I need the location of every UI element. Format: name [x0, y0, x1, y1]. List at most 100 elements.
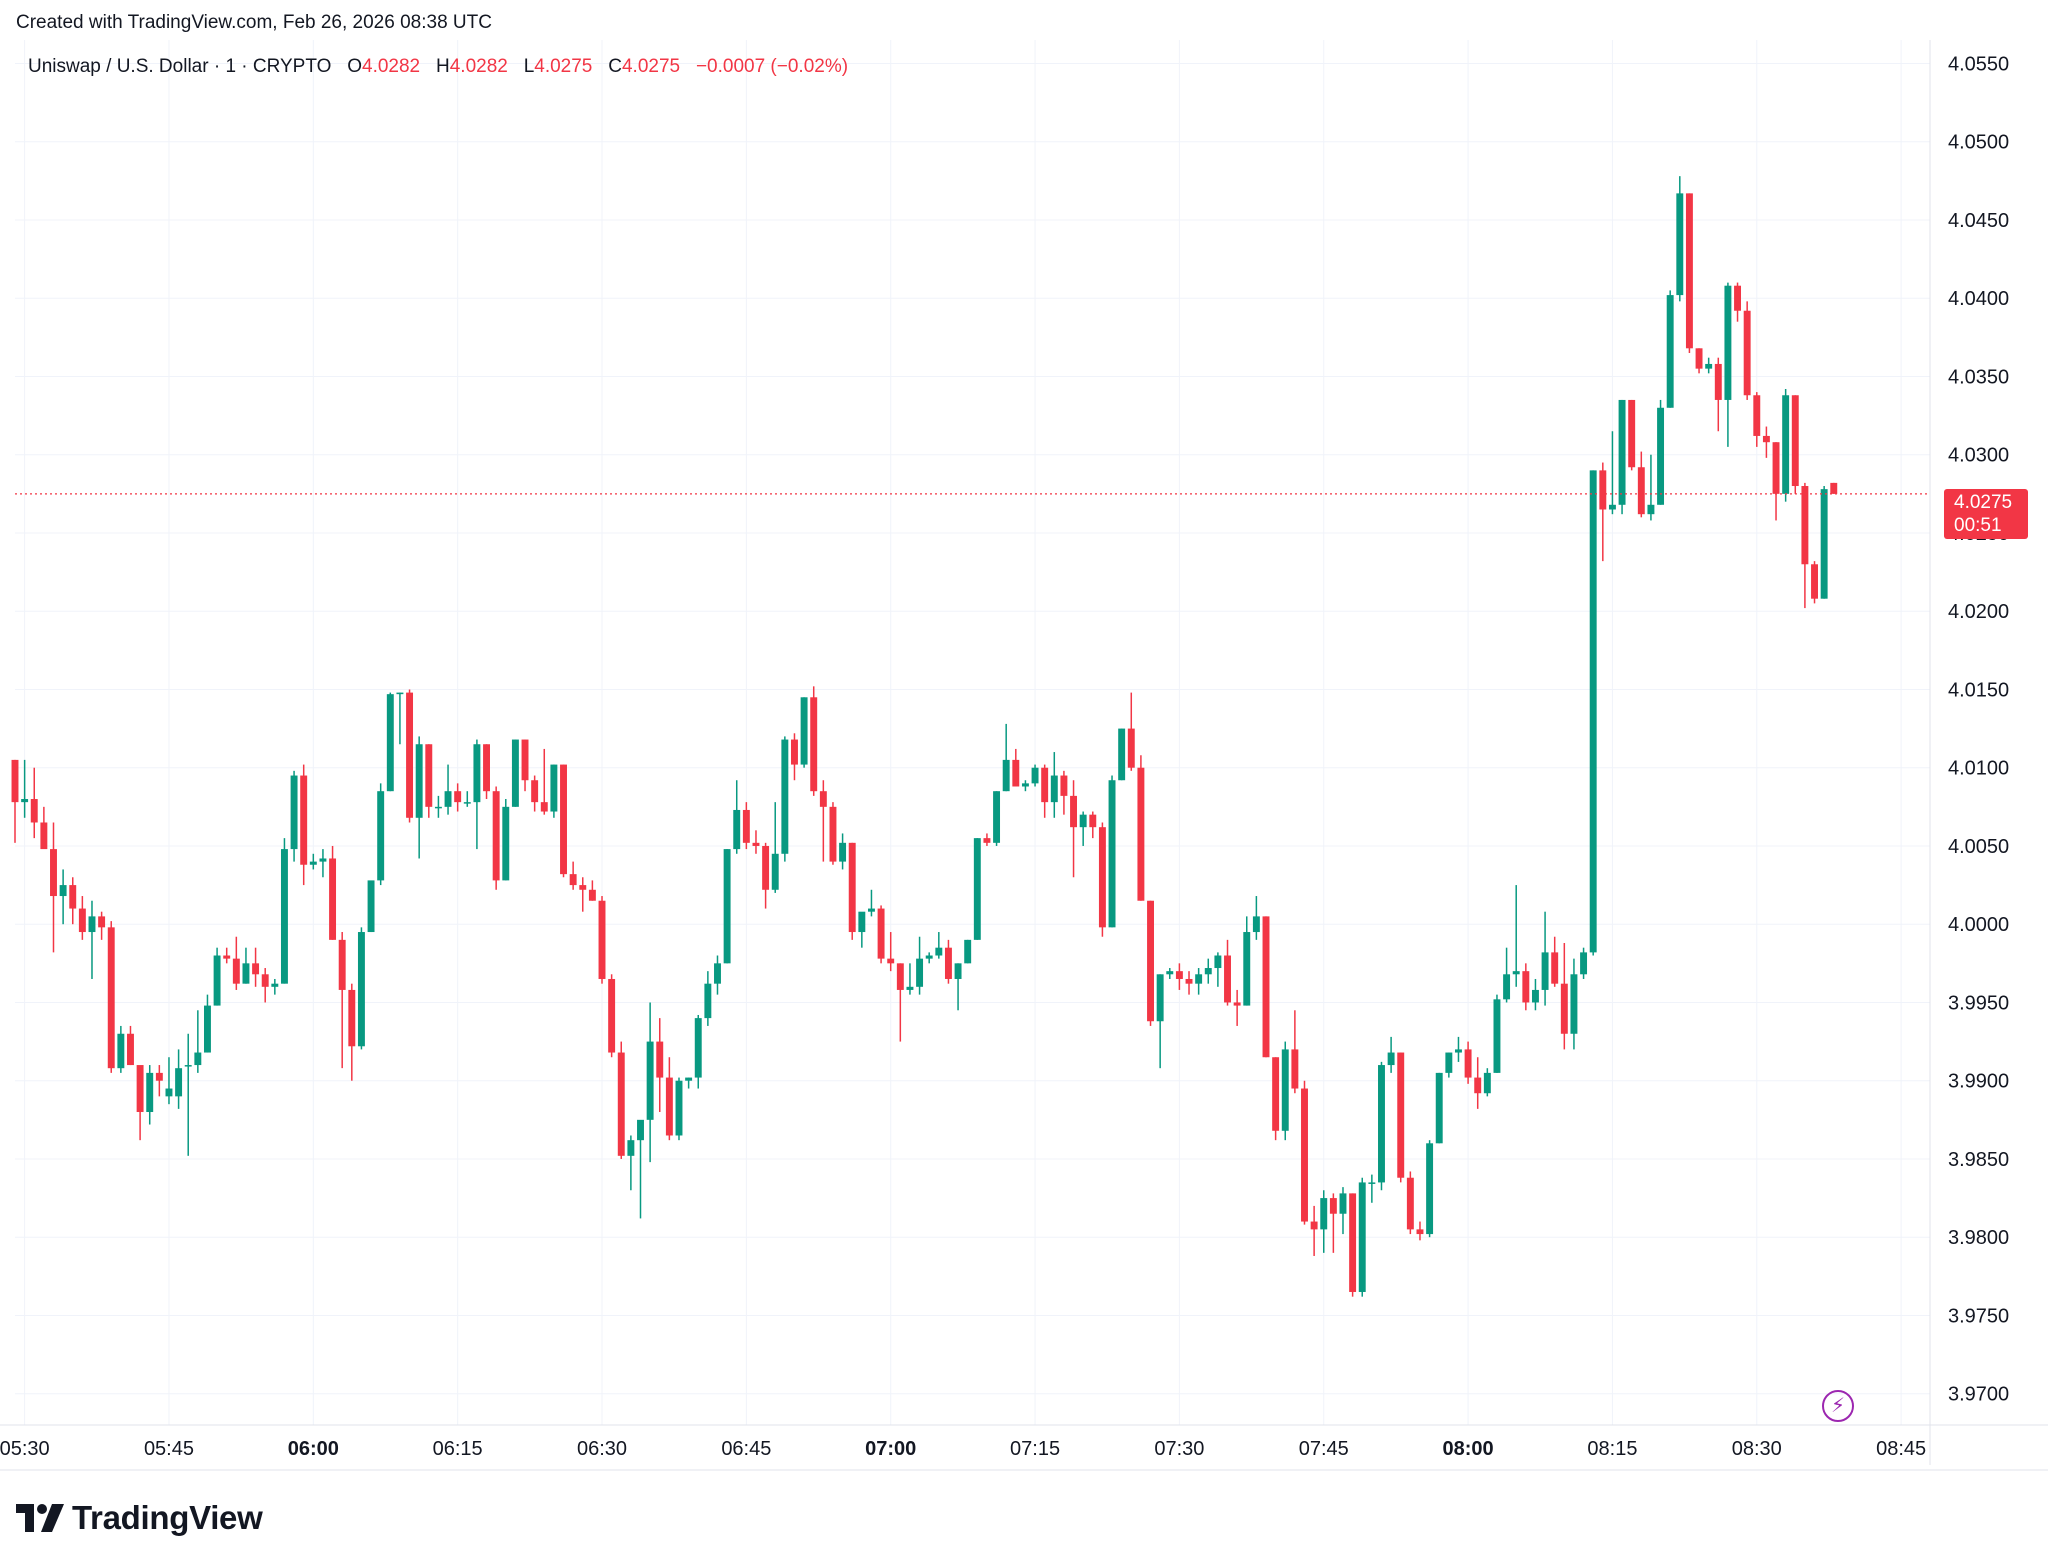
candle[interactable]	[579, 877, 587, 912]
candle[interactable]	[59, 869, 67, 925]
candle[interactable]	[1782, 388, 1790, 502]
candle[interactable]	[1175, 963, 1183, 990]
candle[interactable]	[781, 736, 789, 862]
candle[interactable]	[203, 994, 211, 1053]
candle[interactable]	[98, 911, 106, 940]
candle[interactable]	[694, 1014, 702, 1089]
candle[interactable]	[550, 764, 558, 818]
candle[interactable]	[1483, 1068, 1491, 1097]
tradingview-logo[interactable]: TradingView	[16, 1499, 263, 1536]
candle[interactable]	[492, 786, 500, 890]
candle[interactable]	[117, 1025, 125, 1073]
candle[interactable]	[1435, 1072, 1443, 1144]
candle[interactable]	[194, 1010, 202, 1073]
candle[interactable]	[531, 775, 539, 812]
candle[interactable]	[280, 838, 288, 984]
candle[interactable]	[1031, 764, 1039, 787]
candle[interactable]	[1079, 811, 1087, 846]
candle[interactable]	[165, 1057, 173, 1105]
candle[interactable]	[733, 780, 741, 854]
candle[interactable]	[1195, 968, 1203, 995]
candle[interactable]	[69, 877, 77, 925]
candle[interactable]	[1743, 301, 1751, 400]
candle[interactable]	[685, 1077, 693, 1089]
candle[interactable]	[40, 806, 48, 850]
candle[interactable]	[136, 1065, 144, 1141]
candle[interactable]	[1214, 952, 1222, 987]
candle[interactable]	[1772, 442, 1780, 521]
candle[interactable]	[1012, 748, 1020, 787]
candle[interactable]	[877, 905, 885, 964]
candle[interactable]	[569, 861, 577, 890]
candle[interactable]	[242, 947, 250, 984]
candle[interactable]	[1820, 486, 1828, 599]
candle[interactable]	[377, 783, 385, 886]
symbol-label[interactable]: Uniswap / U.S. Dollar · 1 · CRYPTO	[28, 56, 332, 77]
candle[interactable]	[1166, 968, 1174, 979]
candle[interactable]	[608, 974, 616, 1058]
candle[interactable]	[906, 963, 914, 995]
candle[interactable]	[502, 799, 510, 881]
candle[interactable]	[646, 1002, 654, 1163]
candle[interactable]	[184, 1033, 192, 1156]
candle[interactable]	[1281, 1041, 1289, 1141]
candle[interactable]	[1320, 1190, 1328, 1253]
candle[interactable]	[50, 822, 57, 953]
candle[interactable]	[1705, 357, 1713, 374]
candle[interactable]	[1050, 752, 1058, 818]
candle[interactable]	[1512, 885, 1520, 987]
candle[interactable]	[993, 791, 1001, 846]
candle[interactable]	[261, 968, 269, 1003]
candle[interactable]	[1637, 451, 1645, 518]
candle[interactable]	[444, 764, 452, 815]
candle[interactable]	[588, 880, 596, 901]
candle[interactable]	[1233, 989, 1241, 1026]
candle[interactable]	[1762, 426, 1770, 458]
candle[interactable]	[107, 921, 115, 1073]
candle[interactable]	[290, 770, 298, 862]
candle[interactable]	[1801, 482, 1809, 609]
candle[interactable]	[434, 795, 442, 818]
candle[interactable]	[1753, 392, 1761, 447]
candle[interactable]	[1147, 900, 1154, 1026]
candle[interactable]	[723, 849, 731, 964]
candle[interactable]	[1089, 811, 1097, 839]
candle[interactable]	[944, 939, 952, 984]
candle[interactable]	[1695, 348, 1703, 374]
candle[interactable]	[1301, 1080, 1308, 1225]
candle[interactable]	[329, 845, 337, 940]
candle[interactable]	[848, 842, 856, 940]
candle[interactable]	[319, 849, 327, 878]
candle[interactable]	[454, 783, 462, 812]
candle[interactable]	[714, 955, 721, 995]
candle[interactable]	[1734, 282, 1742, 322]
candle[interactable]	[1599, 462, 1607, 562]
candle[interactable]	[637, 1119, 644, 1219]
candle[interactable]	[1329, 1193, 1337, 1253]
candle[interactable]	[1204, 958, 1212, 984]
candle[interactable]	[1378, 1061, 1385, 1191]
candle[interactable]	[896, 963, 904, 1042]
candle[interactable]	[617, 1041, 625, 1159]
candle[interactable]	[1580, 947, 1588, 979]
candle[interactable]	[357, 927, 365, 1050]
candle[interactable]	[810, 686, 818, 796]
candle[interactable]	[762, 842, 770, 909]
candle[interactable]	[1714, 357, 1722, 432]
candle[interactable]	[348, 983, 356, 1081]
candle[interactable]	[983, 833, 991, 846]
candle[interactable]	[483, 744, 490, 800]
candle[interactable]	[1657, 399, 1665, 505]
candle[interactable]	[858, 911, 866, 948]
candle[interactable]	[656, 1018, 664, 1113]
candle[interactable]	[1811, 561, 1818, 604]
candle[interactable]	[598, 896, 606, 984]
candle[interactable]	[1358, 1177, 1366, 1297]
candle[interactable]	[1830, 482, 1838, 494]
candle[interactable]	[223, 947, 231, 964]
candle[interactable]	[300, 764, 308, 886]
candle[interactable]	[1108, 775, 1116, 928]
candle[interactable]	[752, 830, 760, 854]
candle[interactable]	[1618, 399, 1626, 515]
